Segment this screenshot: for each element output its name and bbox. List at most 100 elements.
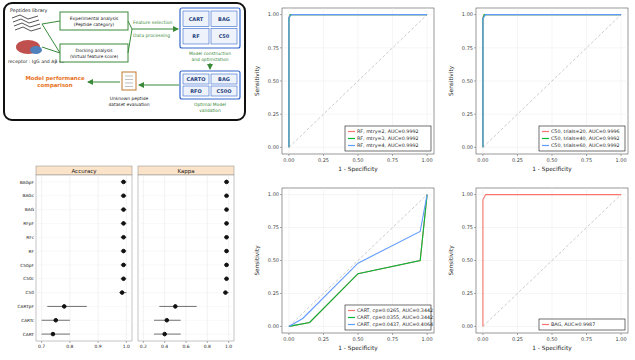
tick-label: 0.00 <box>477 336 488 342</box>
legend-label: C50, trials=40, AUC=0.9992 <box>551 136 620 141</box>
row-guide <box>138 209 234 210</box>
tick-label: 0.00 <box>283 336 294 342</box>
arrow <box>132 29 178 30</box>
row-guide <box>138 181 234 182</box>
label: Optimal Model <box>194 102 226 107</box>
document-icon <box>125 83 133 84</box>
tick-label: 0.50 <box>462 78 473 84</box>
dot <box>225 222 229 226</box>
grid-line <box>476 227 628 228</box>
tick <box>41 341 42 343</box>
tick-label: 0.00 <box>462 144 473 150</box>
arrow <box>210 63 211 69</box>
tick <box>228 341 229 343</box>
grid-line <box>164 175 165 341</box>
axis-title: Sensitivity <box>448 245 455 276</box>
peptide-icon <box>13 19 39 23</box>
label: comparison <box>37 82 72 89</box>
label: CARTO <box>187 76 206 82</box>
legend-key <box>542 324 549 325</box>
node-box <box>60 44 128 62</box>
tick <box>586 333 587 335</box>
category-label: BAGpF <box>20 180 35 185</box>
legend-label: RF, mtry=3, AUC=0.9992 <box>357 136 419 141</box>
legend-box <box>539 319 625 330</box>
roc-chart: 0.000.250.500.751.000.000.250.500.751.00… <box>254 8 434 173</box>
tick-label: 0.75 <box>581 336 592 342</box>
dot <box>225 277 229 281</box>
tick-label: 1.00 <box>268 191 279 197</box>
tick <box>358 333 359 335</box>
document-icon <box>122 72 136 90</box>
tick <box>552 154 553 156</box>
category-label: BAG <box>25 207 34 212</box>
dot <box>225 180 229 184</box>
workflow-diagram: Peptides libraryreceptor : IgG and Aβ 42… <box>4 3 245 120</box>
legend-key <box>348 145 355 146</box>
legend-key <box>348 324 355 325</box>
category-label: RF <box>29 249 35 254</box>
tick-label: 0.50 <box>352 336 363 342</box>
legend: RF, mtry=2, AUC=0.9992RF, mtry=3, AUC=0.… <box>345 126 431 151</box>
tick-label: 1.00 <box>268 11 279 17</box>
dot <box>122 194 126 198</box>
tick-label: 0.25 <box>268 290 279 296</box>
legend-label: C50, trials=60, AUC=0.9992 <box>551 143 620 148</box>
tick-label: 0.75 <box>462 224 473 230</box>
tick-label: 0.7 <box>38 344 45 349</box>
row-guide <box>36 223 132 224</box>
label: RF <box>192 33 199 39</box>
tick-label: 1.00 <box>616 157 627 163</box>
roc-chart: 0.000.250.500.751.000.000.250.500.751.00… <box>254 188 434 352</box>
axis-title: 1 - Specificity <box>338 166 378 173</box>
tick <box>280 47 282 48</box>
document-icon <box>125 86 133 87</box>
label: BAG <box>218 76 230 82</box>
row-guide <box>36 306 132 307</box>
legend-label: RF, mtry=4, AUC=0.9992 <box>357 143 419 148</box>
diagram-frame <box>4 3 245 120</box>
tick-label: 0.25 <box>462 111 473 117</box>
dot <box>225 208 229 212</box>
whisker <box>47 306 87 307</box>
tick-label: 0.00 <box>268 144 279 150</box>
label: Model performance <box>25 75 84 82</box>
tick-label: 0.75 <box>462 45 473 51</box>
tick <box>517 333 518 335</box>
tick-label: 1.0 <box>123 344 130 349</box>
dot <box>224 291 228 295</box>
tick <box>621 154 622 156</box>
label: (Peptide category) <box>74 22 115 27</box>
legend-label: CART, cp=0.0265, AUC=0.3442 <box>357 308 433 313</box>
tick-label: 1.00 <box>422 336 433 342</box>
document-icon <box>125 76 133 77</box>
node-box <box>180 8 240 48</box>
tick <box>392 154 393 156</box>
row-guide <box>36 292 132 293</box>
label: C50 <box>219 33 230 39</box>
category-label: CARTpF <box>18 304 35 309</box>
axis-title: 1 - Specificity <box>532 345 572 352</box>
tick <box>126 341 127 343</box>
tick <box>586 154 587 156</box>
tick-label: 1.00 <box>616 336 627 342</box>
grid-line <box>282 47 434 48</box>
reference-line <box>483 195 621 327</box>
grid-line <box>282 227 434 228</box>
tick <box>288 154 289 156</box>
legend-key <box>348 310 355 311</box>
peptide-icon <box>14 23 40 27</box>
tick-label: 0.25 <box>318 157 329 163</box>
dot <box>225 263 229 267</box>
label: Experimental analysis <box>70 16 119 21</box>
legend-key <box>542 145 549 146</box>
tick-label: 0.75 <box>268 224 279 230</box>
tick <box>474 14 476 15</box>
axis-title: 1 - Specificity <box>338 345 378 352</box>
tick <box>280 114 282 115</box>
row-guide <box>36 237 132 238</box>
connector <box>128 29 132 53</box>
dot <box>62 305 66 309</box>
legend-key <box>348 138 355 139</box>
category-label: BAGc <box>22 193 34 198</box>
